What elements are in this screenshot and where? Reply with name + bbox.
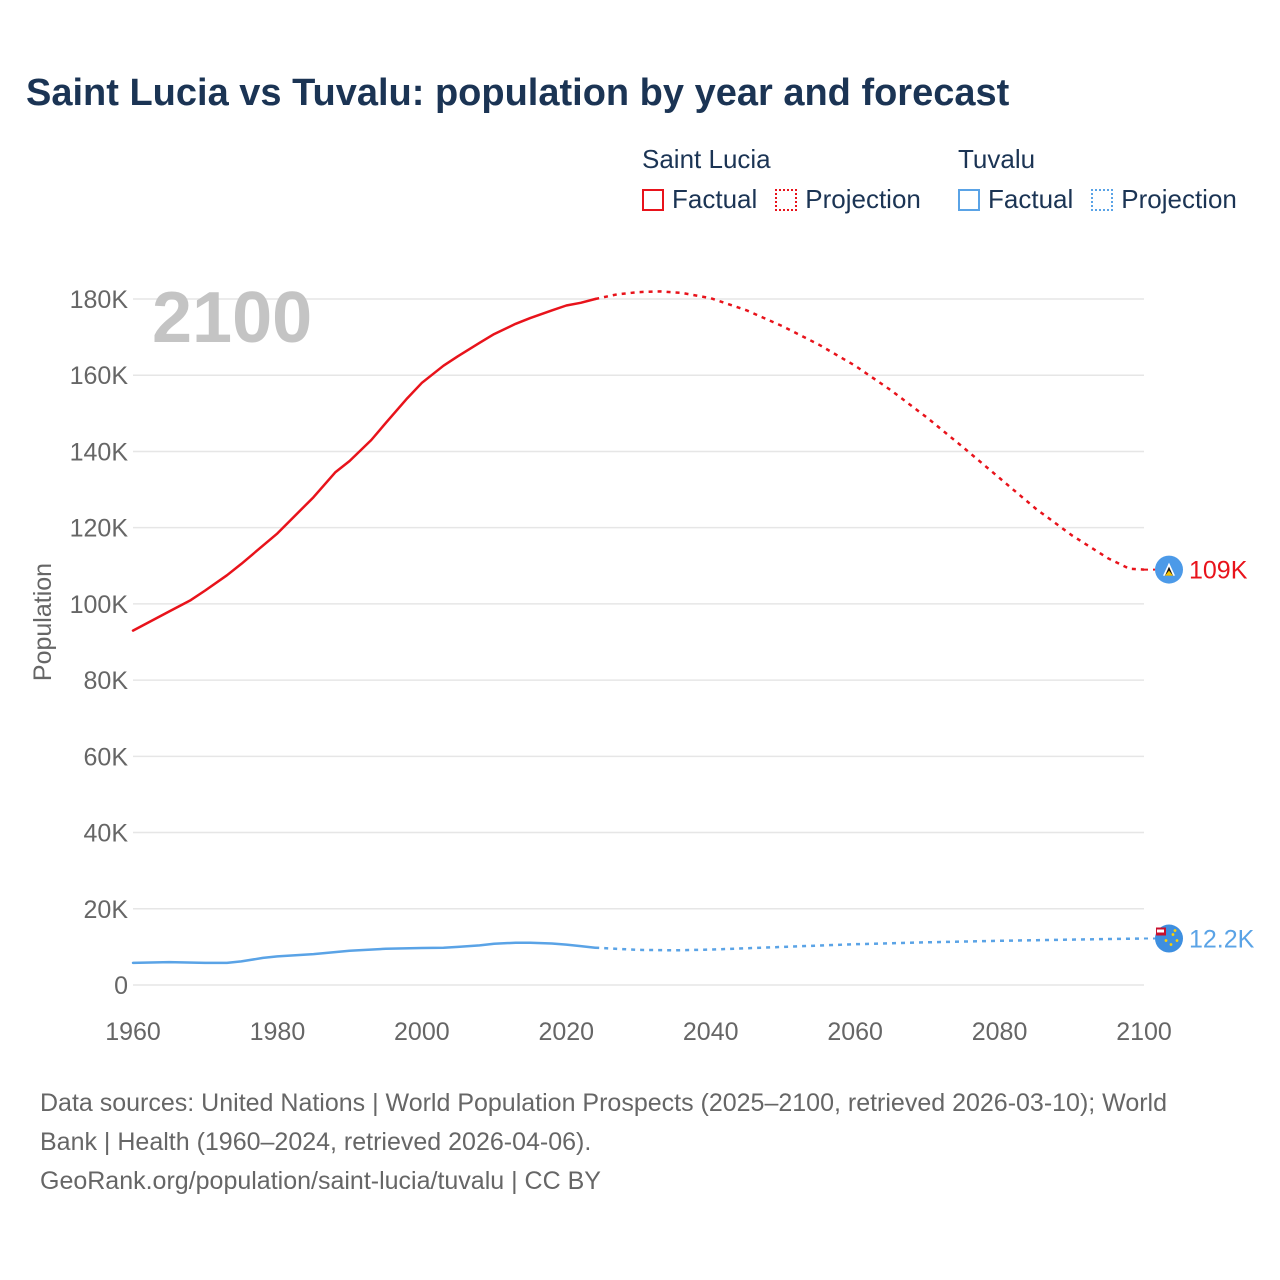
legend-swatch-saint-lucia-projection[interactable] — [775, 188, 798, 211]
legend-swatch-tuvalu-projection[interactable] — [1091, 188, 1114, 211]
y-tick-label: 40K — [84, 820, 129, 848]
series-line-saint-lucia-factual[interactable] — [131, 297, 597, 632]
x-tick-label: 2000 — [394, 1018, 450, 1046]
legend-group-tuvalu: Tuvalu Factual Projection — [958, 142, 1255, 215]
legend-group-saint-lucia: Saint Lucia Factual Projection — [642, 142, 939, 215]
legend-label-saint-lucia-projection[interactable]: Projection — [805, 184, 921, 214]
legend-heading-tuvalu: Tuvalu — [958, 144, 1036, 174]
flag-tuvalu-icon — [1155, 924, 1183, 953]
legend-label-saint-lucia-factual[interactable]: Factual — [672, 184, 758, 214]
y-tick-label: 80K — [84, 667, 129, 695]
year-indicator: 2100 — [152, 278, 312, 358]
flag-saint-lucia-icon — [1155, 555, 1183, 584]
y-tick-label: 100K — [70, 591, 129, 619]
x-tick-label: 2080 — [972, 1018, 1028, 1046]
x-tick-label: 2020 — [538, 1018, 594, 1046]
y-tick-label: 140K — [70, 438, 129, 466]
y-tick-label: 0 — [114, 972, 128, 1000]
end-value-label-tuvalu: 12.2K — [1189, 926, 1255, 954]
y-axis-label: Population — [29, 563, 57, 681]
gridlines — [133, 298, 1144, 986]
legend-heading-saint-lucia: Saint Lucia — [642, 144, 771, 174]
x-axis-tick-labels: 1960 1980 2000 2020 2040 2060 2080 2100 — [105, 1018, 1172, 1046]
x-tick-label: 1960 — [105, 1018, 161, 1046]
footer-attribution[interactable]: GeoRank.org/population/saint-lucia/tuval… — [40, 1167, 601, 1195]
x-tick-label: 2100 — [1116, 1018, 1172, 1046]
footer-sources-line2: Bank | Health (1960–2024, retrieved 2026… — [40, 1128, 592, 1156]
x-tick-label: 2060 — [827, 1018, 883, 1046]
end-markers: 109K 12.2K — [1144, 555, 1255, 954]
legend-swatch-tuvalu-factual[interactable] — [958, 188, 980, 211]
footer: Data sources: United Nations | World Pop… — [40, 1084, 1240, 1201]
y-axis-tick-labels: 0 20K 40K 60K 80K 100K 120K 140K 160K 180K — [70, 286, 129, 1000]
chart-title: Saint Lucia vs Tuvalu: population by yea… — [26, 72, 1010, 114]
y-tick-label: 180K — [70, 286, 129, 314]
end-value-label-saint-lucia: 109K — [1189, 557, 1248, 585]
y-tick-label: 160K — [70, 362, 129, 390]
legend-swatch-saint-lucia-factual[interactable] — [642, 188, 664, 211]
series-lines — [131, 290, 1145, 965]
y-tick-label: 60K — [84, 743, 129, 771]
y-tick-label: 120K — [70, 515, 129, 543]
footer-sources-line1: Data sources: United Nations | World Pop… — [40, 1089, 1168, 1117]
series-line-saint-lucia-projection[interactable] — [594, 290, 1145, 571]
x-tick-label: 1980 — [250, 1018, 306, 1046]
series-line-tuvalu-factual[interactable] — [131, 941, 597, 965]
legend-label-tuvalu-factual[interactable]: Factual — [988, 184, 1074, 214]
y-tick-label: 20K — [84, 896, 129, 924]
series-line-tuvalu-projection[interactable] — [595, 937, 1145, 952]
x-tick-label: 2040 — [683, 1018, 739, 1046]
legend-label-tuvalu-projection[interactable]: Projection — [1121, 184, 1237, 214]
